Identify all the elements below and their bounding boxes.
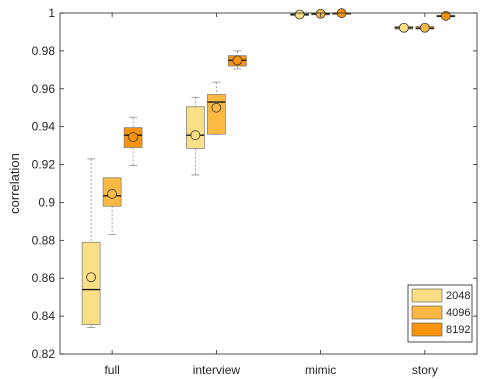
mean-marker <box>232 55 243 66</box>
x-tick-label: mimic <box>305 363 336 377</box>
y-tick-label: 0.9 <box>38 195 55 209</box>
y-tick-label: 0.96 <box>32 82 56 96</box>
axes-layer <box>59 12 478 355</box>
x-tick-label: full <box>104 363 119 377</box>
legend-label: 8192 <box>446 324 470 336</box>
y-tick-label: 0.86 <box>32 271 56 285</box>
legend-swatch <box>411 305 443 320</box>
legend-swatch <box>411 322 443 337</box>
box-2048-story <box>394 22 414 33</box>
x-ticks: full interview mimic story <box>104 13 438 377</box>
legend-swatch <box>411 288 443 303</box>
mean-marker <box>398 22 409 33</box>
legend: 2048 4096 8192 <box>407 284 473 343</box>
y-tick-label: 0.82 <box>32 347 56 361</box>
y-tick-label: 0.98 <box>32 44 56 58</box>
mean-marker <box>86 272 97 283</box>
box-8192-interview <box>228 50 247 70</box>
mean-marker <box>419 22 430 33</box>
y-tick-label: 0.92 <box>32 158 56 172</box>
y-tick-label: 0.84 <box>32 309 56 323</box>
mean-marker <box>440 10 451 21</box>
box-4096-story <box>415 22 435 33</box>
mean-marker <box>190 130 201 141</box>
box-4096-interview <box>207 81 226 135</box>
plot-area <box>60 13 477 354</box>
mean-marker <box>107 189 118 199</box>
y-axis-label: correlation <box>7 153 22 214</box>
iqr-box <box>81 241 101 325</box>
mean-marker <box>294 9 305 20</box>
mean-marker <box>211 102 222 113</box>
x-tick-label: story <box>412 363 438 377</box>
box-8192-story <box>436 10 456 21</box>
box-2048-interview <box>186 96 205 176</box>
box-4096-full <box>102 177 122 236</box>
iqr-box <box>186 106 205 149</box>
y-tick-label: 0.88 <box>32 233 56 247</box>
y-tick-label: 1 <box>48 6 55 20</box>
iqr-box <box>207 94 226 135</box>
legend-label: 2048 <box>446 290 470 302</box>
x-tick-label: interview <box>193 363 241 377</box>
box-8192-full <box>123 116 143 166</box>
y-ticks: 0.82 0.84 0.86 0.88 0.9 0.92 0.94 0.96 0.98 1 <box>32 6 477 361</box>
legend-label: 4096 <box>446 307 470 319</box>
box-2048-full <box>81 158 101 328</box>
mean-marker <box>128 132 139 142</box>
boxes-layer <box>81 8 456 328</box>
y-tick-label: 0.94 <box>32 120 56 134</box>
axes-frame <box>59 12 478 355</box>
